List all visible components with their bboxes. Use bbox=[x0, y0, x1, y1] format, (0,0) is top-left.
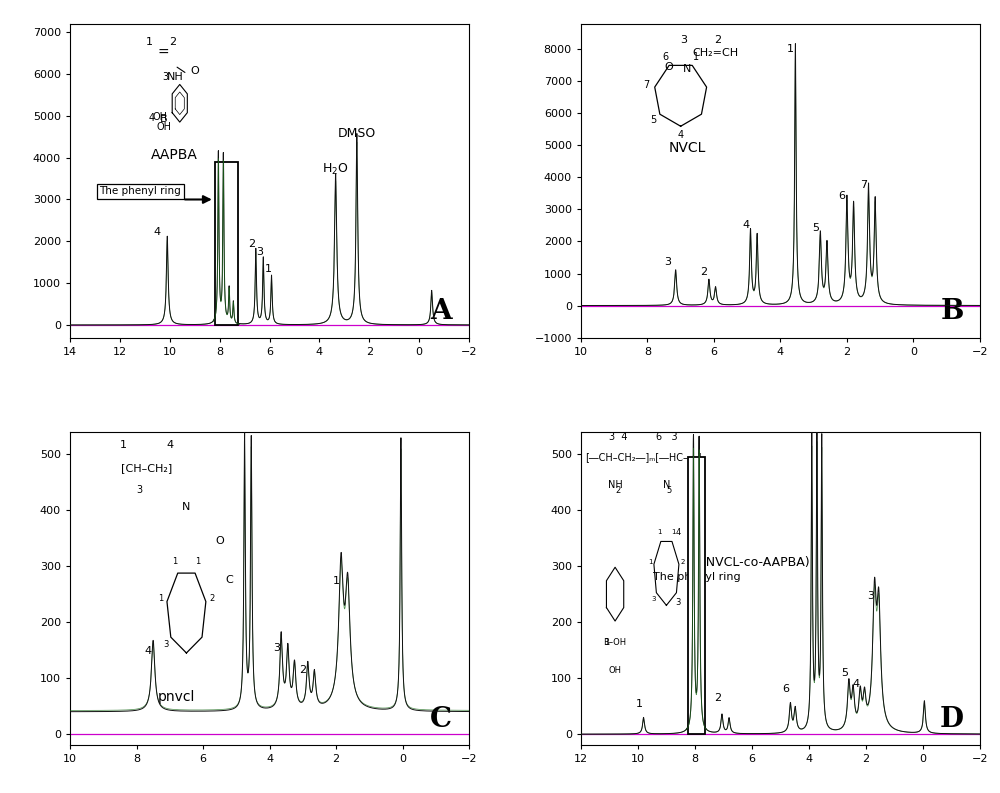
Text: [CH–CH₂]: [CH–CH₂] bbox=[121, 463, 172, 473]
Text: NH: NH bbox=[166, 72, 183, 82]
Text: The phenyl ring: The phenyl ring bbox=[99, 186, 181, 196]
Text: 4: 4 bbox=[852, 680, 860, 689]
Text: 1: 1 bbox=[657, 530, 661, 535]
Bar bbox=[688, 457, 705, 734]
Text: D: D bbox=[940, 706, 964, 733]
Text: p(NVCL-co-AAPBA): p(NVCL-co-AAPBA) bbox=[694, 556, 810, 569]
Text: 5: 5 bbox=[666, 486, 672, 496]
Text: 4: 4 bbox=[145, 646, 152, 656]
Text: 1: 1 bbox=[173, 557, 178, 566]
Text: A: A bbox=[430, 298, 452, 325]
Text: N: N bbox=[182, 502, 191, 512]
Text: OH: OH bbox=[156, 122, 171, 132]
Text: H$_2$O: H$_2$O bbox=[322, 163, 349, 178]
Text: 1: 1 bbox=[265, 264, 272, 274]
Text: 6: 6 bbox=[838, 191, 845, 201]
Text: C: C bbox=[430, 706, 452, 733]
Text: B: B bbox=[940, 298, 964, 325]
Text: 2: 2 bbox=[299, 665, 306, 676]
Text: pnvcl: pnvcl bbox=[158, 690, 195, 703]
Text: 3: 3 bbox=[680, 35, 687, 45]
Text: NH: NH bbox=[608, 480, 622, 490]
Text: 2: 2 bbox=[615, 486, 620, 496]
Text: B: B bbox=[160, 114, 167, 124]
Text: 4: 4 bbox=[678, 130, 684, 140]
Text: O: O bbox=[664, 62, 673, 72]
Text: 5: 5 bbox=[841, 668, 848, 678]
Text: 3: 3 bbox=[137, 485, 143, 496]
Text: AAPBA: AAPBA bbox=[151, 147, 198, 162]
Text: 7: 7 bbox=[860, 180, 867, 190]
Text: 2: 2 bbox=[169, 36, 176, 47]
Text: 3: 3 bbox=[256, 247, 263, 257]
Text: 2: 2 bbox=[700, 266, 708, 277]
Text: 1: 1 bbox=[158, 595, 164, 603]
Text: OH: OH bbox=[152, 112, 167, 122]
Text: 1: 1 bbox=[604, 638, 609, 646]
Text: N: N bbox=[663, 480, 670, 490]
Text: 6: 6 bbox=[783, 684, 790, 694]
Text: NVCL: NVCL bbox=[669, 141, 706, 155]
Text: 1: 1 bbox=[648, 559, 652, 565]
Text: 1: 1 bbox=[787, 44, 794, 54]
Text: 6   3: 6 3 bbox=[656, 432, 677, 442]
Text: 1: 1 bbox=[120, 440, 127, 450]
Text: 4: 4 bbox=[149, 113, 155, 123]
Text: 2: 2 bbox=[249, 239, 256, 249]
Text: 2: 2 bbox=[681, 559, 685, 565]
Text: 1: 1 bbox=[636, 699, 643, 709]
Text: 2: 2 bbox=[209, 595, 214, 603]
Text: [―CH–CH₂―]ₘ[―HC–―]: [―CH–CH₂―]ₘ[―HC–―] bbox=[585, 452, 702, 462]
Text: 3  4: 3 4 bbox=[609, 432, 627, 442]
Text: 6: 6 bbox=[662, 52, 669, 63]
Text: 3: 3 bbox=[664, 257, 671, 267]
Text: 1: 1 bbox=[333, 576, 340, 586]
Text: 3: 3 bbox=[867, 591, 874, 601]
Text: O: O bbox=[215, 536, 224, 546]
Text: 7: 7 bbox=[643, 80, 650, 90]
Text: 2: 2 bbox=[714, 693, 721, 703]
Text: 4: 4 bbox=[742, 220, 749, 230]
Text: 1: 1 bbox=[195, 557, 200, 566]
Text: 5: 5 bbox=[650, 115, 656, 125]
Text: N: N bbox=[683, 63, 691, 74]
Text: 3: 3 bbox=[273, 643, 280, 653]
Text: 4: 4 bbox=[166, 440, 173, 450]
Text: 4: 4 bbox=[675, 528, 680, 538]
Text: 2: 2 bbox=[714, 35, 721, 45]
Text: 3: 3 bbox=[163, 640, 169, 649]
Text: 1: 1 bbox=[671, 530, 676, 535]
Text: 3: 3 bbox=[675, 599, 680, 607]
Text: 3: 3 bbox=[651, 596, 656, 602]
Text: OH: OH bbox=[609, 665, 622, 675]
Text: DMSO: DMSO bbox=[338, 127, 376, 140]
Text: CH₂=CH: CH₂=CH bbox=[693, 48, 739, 58]
Text: The phenyl ring: The phenyl ring bbox=[653, 572, 740, 582]
Text: B–OH: B–OH bbox=[604, 638, 627, 646]
Text: 5: 5 bbox=[812, 224, 819, 233]
Text: O: O bbox=[190, 66, 199, 76]
Bar bbox=[215, 162, 238, 325]
Text: 3: 3 bbox=[162, 72, 168, 82]
Text: 4: 4 bbox=[154, 227, 161, 237]
Text: 1: 1 bbox=[693, 52, 699, 63]
Text: 1: 1 bbox=[146, 36, 153, 47]
Text: C: C bbox=[226, 575, 234, 585]
Text: =: = bbox=[158, 46, 169, 60]
